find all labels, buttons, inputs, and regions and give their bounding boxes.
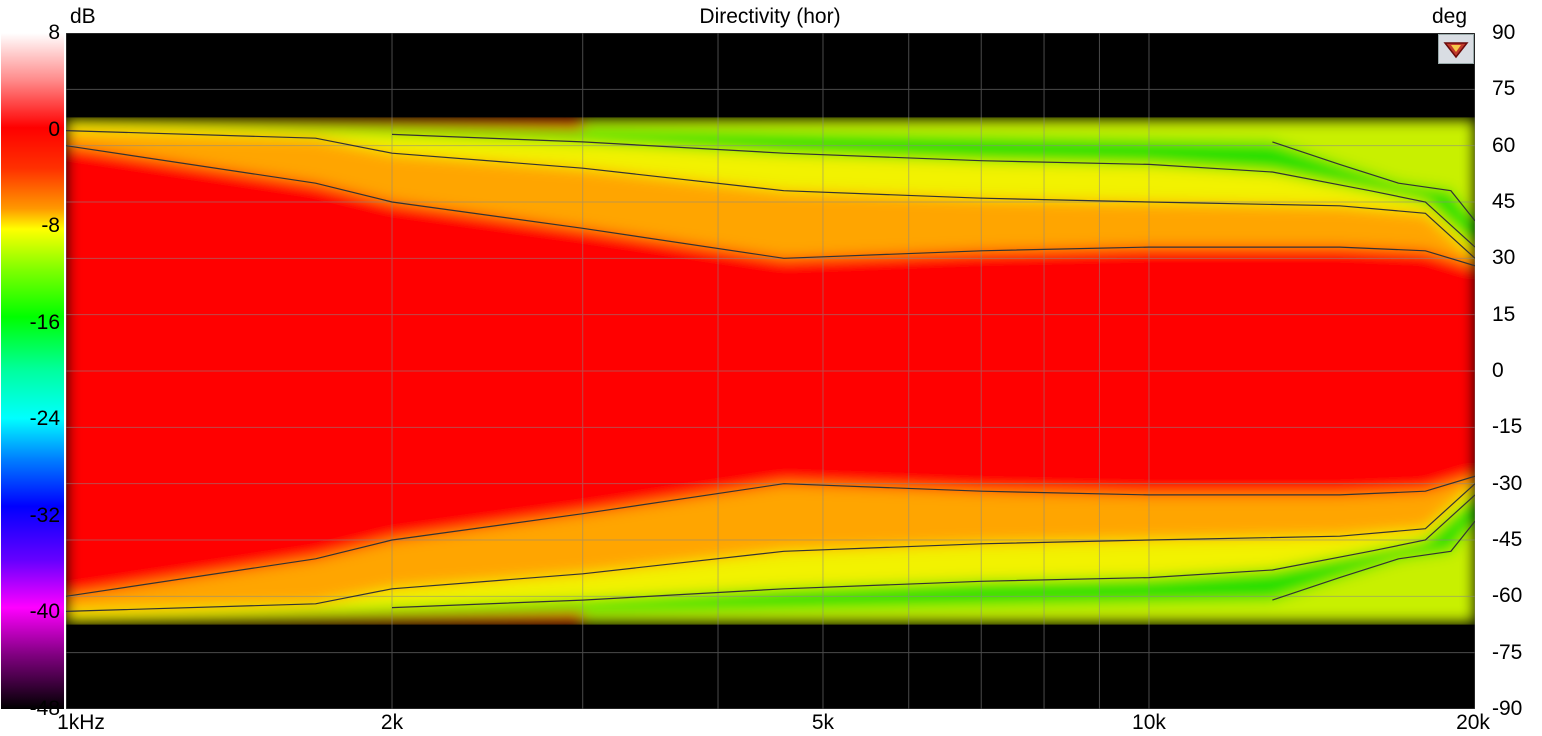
heatmap-plot-area xyxy=(66,33,1475,709)
grid-lines xyxy=(66,33,1475,709)
colorbar-tick-label: -48 xyxy=(29,697,60,720)
contour-line-3db xyxy=(66,475,1475,597)
y-tick-label: -30 xyxy=(1492,471,1523,495)
colorbar-tick-label: -40 xyxy=(29,600,60,624)
contour-line-12db xyxy=(1272,141,1475,222)
y-tick-label: 30 xyxy=(1492,246,1516,270)
colorbar-tick-label: -8 xyxy=(41,214,60,238)
outside-coverage-top xyxy=(66,33,1475,118)
y-tick-label: 45 xyxy=(1492,190,1516,213)
y-axis-unit-label: deg xyxy=(1432,5,1468,28)
y-tick-label: 15 xyxy=(1492,302,1516,326)
contour-line-12db xyxy=(1272,520,1475,601)
colorbar-unit-label: dB xyxy=(70,5,96,28)
y-tick-label: -15 xyxy=(1492,415,1523,439)
contour-line-9db xyxy=(391,133,1475,248)
colorbar-tick-label: -16 xyxy=(29,310,60,334)
y-tick-label: -60 xyxy=(1492,584,1523,608)
outside-coverage-bottom xyxy=(66,624,1475,709)
y-tick-label: 0 xyxy=(1492,359,1504,382)
x-tick-label: 2k xyxy=(380,711,404,734)
colorbar-tick-label: -24 xyxy=(29,407,60,431)
x-tick-label: 1kHz xyxy=(57,711,105,734)
y-tick-label: 90 xyxy=(1492,21,1516,44)
colorbar xyxy=(1,33,64,709)
app-logo-icon[interactable] xyxy=(1438,34,1474,64)
contour-line-3db xyxy=(66,145,1475,267)
contour-line-6db xyxy=(66,483,1475,612)
x-tick-label: 20k xyxy=(1456,711,1490,734)
y-tick-label: 60 xyxy=(1492,133,1516,157)
y-tick-label: 75 xyxy=(1492,77,1516,101)
chart-title: Directivity (hor) xyxy=(699,5,841,28)
contour-line-9db xyxy=(391,494,1475,609)
colorbar-tick-label: 0 xyxy=(48,117,60,141)
colorbar-tick-label: 8 xyxy=(48,21,60,44)
y-tick-label: -75 xyxy=(1492,640,1523,664)
contour-line-6db xyxy=(66,130,1475,259)
y-tick-label: -45 xyxy=(1492,528,1523,551)
colorbar-tick-label: -32 xyxy=(29,503,60,527)
y-tick-label: -90 xyxy=(1492,697,1523,720)
x-tick-label: 5k xyxy=(811,711,835,734)
x-tick-label: 10k xyxy=(1132,711,1166,734)
